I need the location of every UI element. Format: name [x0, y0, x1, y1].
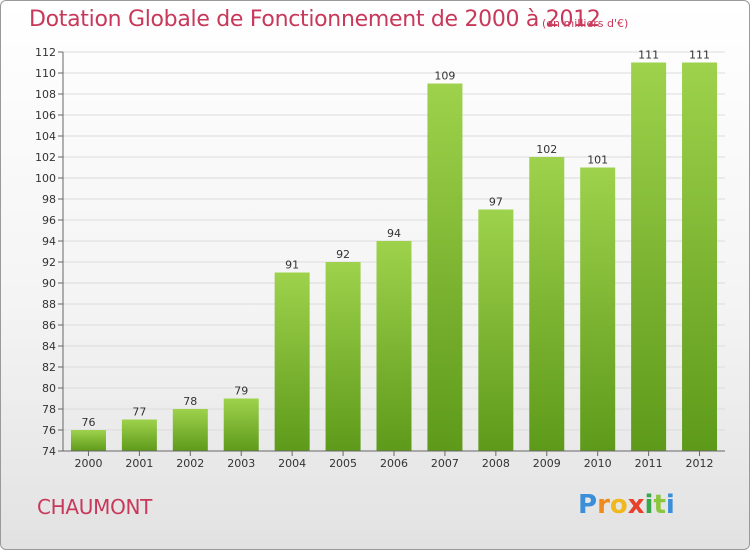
- y-axis: 74 76 78 80 82 84 86 88 90 92 94 96 98 100 102 104 106 10…: [35, 46, 64, 458]
- bar-2006: [376, 241, 412, 451]
- data-label-2007: 109: [434, 70, 455, 83]
- bar-2004: [274, 272, 310, 451]
- x-tick-label-2012: 2012: [686, 457, 714, 470]
- y-tick-label: 98: [42, 193, 56, 206]
- bar-2010: [580, 167, 616, 451]
- bar-2002: [172, 409, 208, 451]
- y-tick-label: 108: [35, 88, 56, 101]
- data-label-2006: 94: [387, 227, 401, 240]
- data-label-2009: 102: [536, 143, 557, 156]
- x-tick-label-2003: 2003: [227, 457, 255, 470]
- y-tick-label: 90: [42, 277, 56, 290]
- data-label-2000: 76: [81, 416, 95, 429]
- y-tick-label: 76: [42, 424, 56, 437]
- data-label-2005: 92: [336, 248, 350, 261]
- bar-2009: [529, 157, 565, 451]
- bar-2001: [121, 419, 157, 451]
- y-tick-label: 84: [42, 340, 56, 353]
- y-tick-label: 82: [42, 361, 56, 374]
- bar-2012: [682, 62, 718, 451]
- x-tick-label-2011: 2011: [635, 457, 663, 470]
- x-tick-label-2006: 2006: [380, 457, 408, 470]
- y-tick-label: 104: [35, 130, 56, 143]
- y-tick-label: 102: [35, 151, 56, 164]
- x-tick-label-2008: 2008: [482, 457, 510, 470]
- x-tick-label-2005: 2005: [329, 457, 357, 470]
- y-tick-label: 106: [35, 109, 56, 122]
- x-tick-label-2009: 2009: [533, 457, 561, 470]
- y-tick-label: 80: [42, 382, 56, 395]
- city-name: CHAUMONT: [37, 495, 153, 519]
- chart-title: Dotation Globale de Fonctionnement de 20…: [29, 7, 601, 32]
- y-tick-label: 86: [42, 319, 56, 332]
- unit-note: (en milliers d'€): [542, 17, 629, 30]
- data-label-2003: 79: [234, 385, 248, 398]
- x-tick-label-2004: 2004: [278, 457, 306, 470]
- x-tick-label-2007: 2007: [431, 457, 459, 470]
- bar-2007: [427, 83, 463, 451]
- data-label-2012: 111: [689, 49, 710, 62]
- x-axis: 2000 2001 2002 2003 2004 2005 2006 2007 2008 2009…: [63, 450, 725, 470]
- data-label-2001: 77: [132, 406, 146, 419]
- y-tick-label: 96: [42, 214, 56, 227]
- x-tick-label-2001: 2001: [125, 457, 153, 470]
- data-label-2011: 111: [638, 49, 659, 62]
- bars: 76 77 78 79 91 92 94 109 97 102 101 111 111: [70, 49, 718, 451]
- data-label-2010: 101: [587, 154, 608, 167]
- y-tick-label: 74: [42, 445, 56, 458]
- data-label-2002: 78: [183, 395, 197, 408]
- proxiti-logo: Proxiti: [578, 490, 675, 520]
- x-tick-label-2000: 2000: [74, 457, 102, 470]
- bar-2005: [325, 262, 361, 451]
- y-tick-label: 92: [42, 256, 56, 269]
- y-tick-label: 88: [42, 298, 56, 311]
- bar-2000: [70, 430, 106, 451]
- bar-2011: [631, 62, 667, 451]
- bar-2008: [478, 209, 514, 451]
- y-tick-label: 110: [35, 67, 56, 80]
- y-tick-label: 100: [35, 172, 56, 185]
- data-label-2004: 91: [285, 259, 299, 272]
- y-tick-label: 78: [42, 403, 56, 416]
- y-tick-label: 112: [35, 46, 56, 59]
- data-label-2008: 97: [489, 196, 503, 209]
- x-tick-label-2002: 2002: [176, 457, 204, 470]
- bar-2003: [223, 398, 259, 451]
- x-tick-label-2010: 2010: [584, 457, 612, 470]
- y-tick-label: 94: [42, 235, 56, 248]
